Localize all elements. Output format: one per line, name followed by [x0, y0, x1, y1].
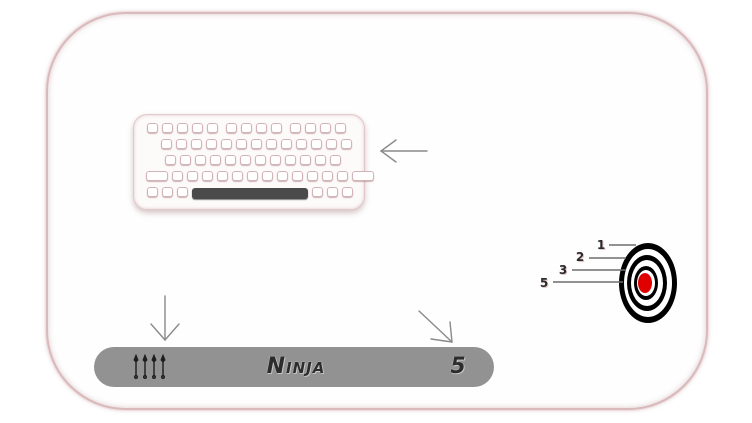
keyboard-key	[290, 123, 301, 133]
keyboard-key	[251, 139, 262, 149]
keyboard-key	[330, 155, 341, 165]
keyboard-key	[327, 187, 338, 197]
keyboard-key	[315, 155, 326, 165]
keyboard-key	[232, 171, 243, 181]
game-mode-label: Ninja	[266, 354, 326, 379]
keyboard-key	[296, 139, 307, 149]
keyboard-key	[236, 139, 247, 149]
keyboard-key	[262, 171, 273, 181]
keyboard-key	[305, 123, 316, 133]
keyboard-key	[241, 123, 252, 133]
keyboard-key	[307, 171, 318, 181]
keyboard-illustration	[133, 114, 374, 210]
keyboard-key	[172, 171, 183, 181]
keyboard-key	[147, 187, 158, 197]
keyboard-key	[162, 123, 173, 133]
left-arrow-icon	[380, 139, 428, 163]
keyboard-key	[266, 139, 277, 149]
keyboard-key	[221, 139, 232, 149]
keyboard-key	[192, 123, 203, 133]
keyboard-key	[147, 123, 158, 133]
keyboard-key	[256, 123, 267, 133]
keyboard-key	[207, 123, 218, 133]
keyboard-key	[281, 139, 292, 149]
keyboard-key	[255, 155, 266, 165]
keyboard-key	[177, 123, 188, 133]
keyboard-key	[285, 155, 296, 165]
keyboard-key	[177, 187, 188, 197]
keyboard-key	[322, 171, 333, 181]
ring-label-3: 3	[558, 263, 568, 277]
keyboard-key	[165, 155, 176, 165]
keyboard-key	[195, 155, 206, 165]
keyboard-key	[271, 123, 282, 133]
keyboard-key	[247, 171, 258, 181]
keyboard-key	[161, 139, 172, 149]
kunai-icon	[130, 353, 172, 380]
keyboard-key	[270, 155, 281, 165]
keyboard-key	[352, 171, 374, 181]
kunai-icon-2	[142, 353, 148, 379]
keyboard-key	[311, 139, 322, 149]
ring-label-5: 5	[539, 276, 549, 290]
keyboard-key	[300, 155, 311, 165]
keyboard-key	[335, 123, 346, 133]
keyboard-key	[176, 139, 187, 149]
kunai-icon-3	[151, 353, 157, 379]
keyboard-key	[277, 171, 288, 181]
keyboard-key	[206, 139, 217, 149]
ring-label-2: 2	[575, 250, 585, 264]
bullseye	[638, 273, 652, 293]
keyboard-key	[202, 171, 213, 181]
keyboard-key	[180, 155, 191, 165]
keyboard-key	[240, 155, 251, 165]
keyboard-key	[146, 171, 168, 181]
keyboard-key	[337, 171, 348, 181]
keyboard-key	[326, 139, 337, 149]
score-counter: 5	[450, 354, 466, 379]
keyboard-key	[191, 139, 202, 149]
keyboard-key	[187, 171, 198, 181]
status-bar	[94, 347, 494, 387]
keyboard-key	[217, 171, 228, 181]
ring-label-1: 1	[596, 238, 606, 252]
keyboard-key	[162, 187, 173, 197]
down-arrow-icon	[150, 295, 180, 341]
kunai-icon-4	[160, 353, 166, 379]
keyboard-key	[225, 155, 236, 165]
kunai-icon-1	[133, 353, 139, 379]
keyboard-key	[292, 171, 303, 181]
game-card	[46, 12, 708, 410]
keyboard-key	[342, 187, 353, 197]
keyboard-key	[341, 139, 352, 149]
spacebar-key	[192, 188, 308, 199]
keyboard-key	[320, 123, 331, 133]
down-right-arrow-icon	[418, 310, 453, 343]
keyboard-key	[226, 123, 237, 133]
keyboard-key	[312, 187, 323, 197]
keyboard-key	[210, 155, 221, 165]
